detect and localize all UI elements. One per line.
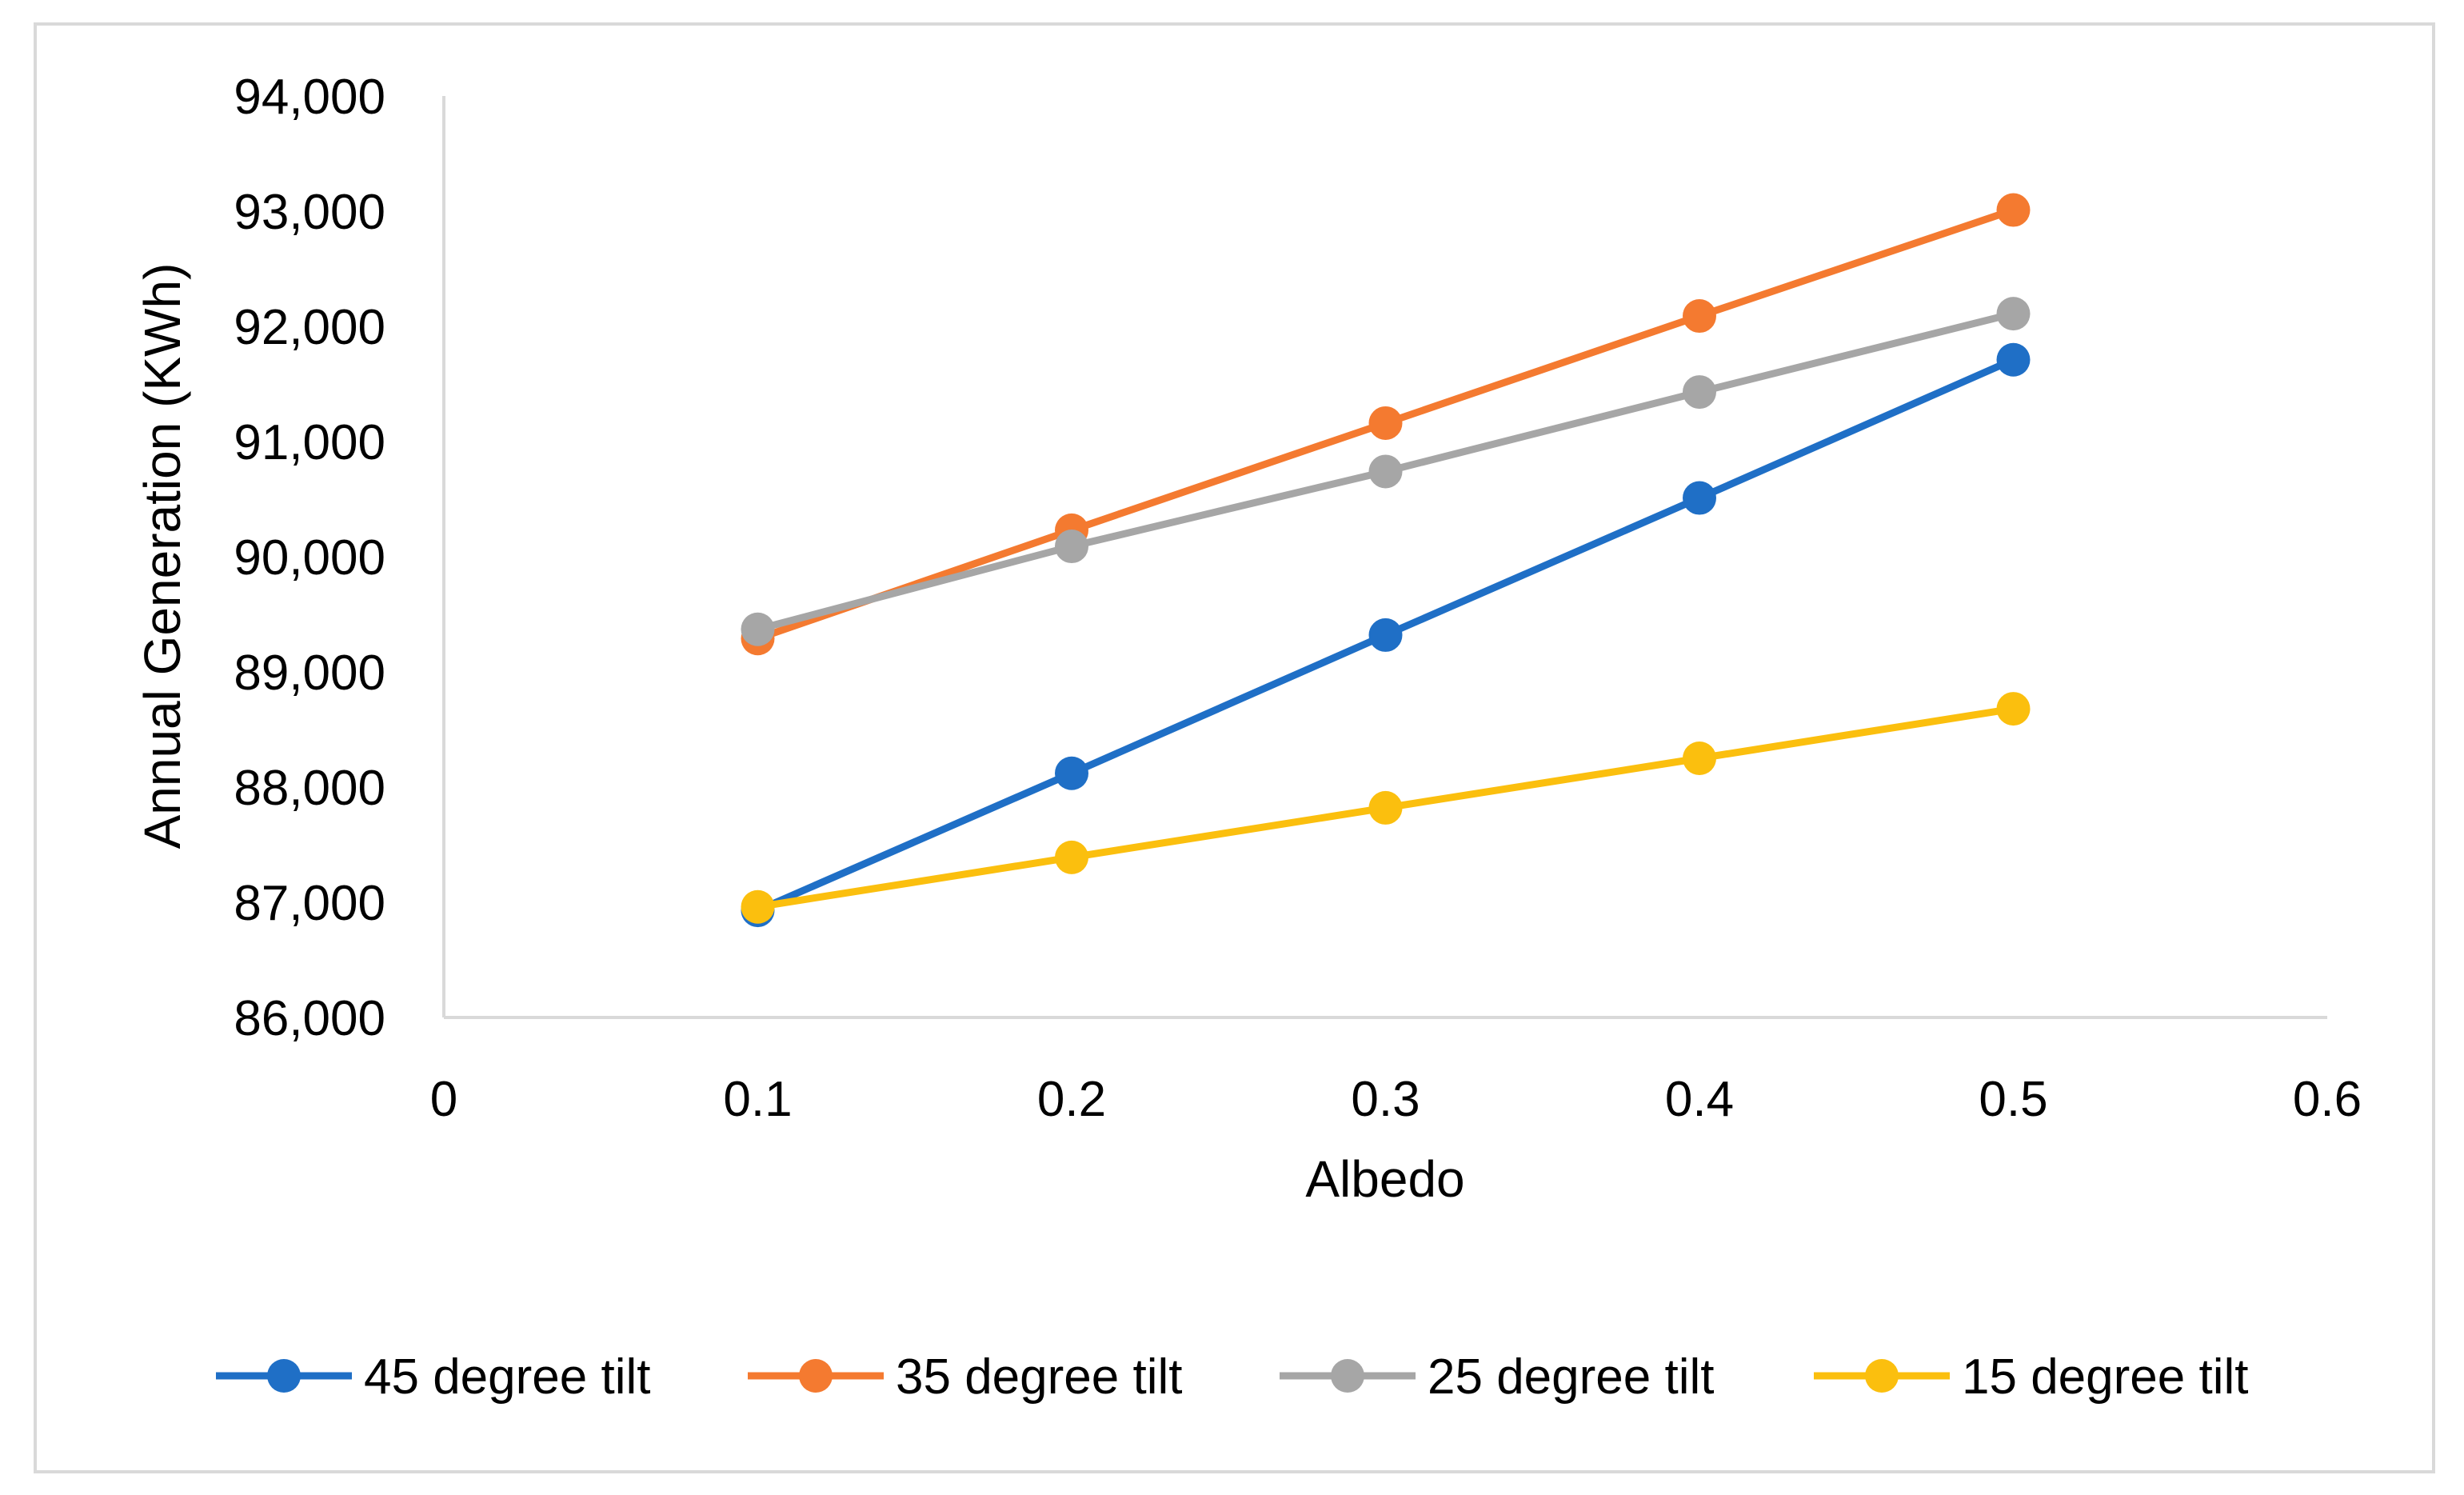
y-tick-label: 94,000 <box>234 70 385 125</box>
legend-item-35-degree-tilt: 35 degree tilt <box>748 1349 1182 1405</box>
y-tick-label: 92,000 <box>234 300 385 355</box>
legend-label-15-degree-tilt: 15 degree tilt <box>1962 1349 2248 1405</box>
data-point-25-degree-tilt <box>741 612 775 646</box>
x-tick-label: 0.3 <box>1351 1072 1420 1127</box>
y-tick-label: 91,000 <box>234 415 385 470</box>
legend-marker-35-degree-tilt <box>799 1359 833 1393</box>
data-point-25-degree-tilt <box>1055 530 1088 564</box>
data-point-45-degree-tilt <box>1996 342 2031 377</box>
legend-label-25-degree-tilt: 25 degree tilt <box>1428 1349 1714 1405</box>
legend-item-25-degree-tilt: 25 degree tilt <box>1280 1349 1714 1405</box>
data-point-25-degree-tilt <box>1996 297 2031 331</box>
x-tick-label: 0.1 <box>723 1072 792 1127</box>
legend-item-15-degree-tilt: 15 degree tilt <box>1814 1349 2248 1405</box>
x-tick-label: 0.6 <box>2293 1072 2362 1127</box>
x-tick-label: 0.5 <box>1979 1072 2047 1127</box>
legend-marker-15-degree-tilt <box>1865 1359 1899 1393</box>
y-axis-title: Annual Generation (KWh) <box>134 263 191 849</box>
x-tick-label: 0.2 <box>1037 1072 1106 1127</box>
series-25-degree-tilt <box>741 297 2031 646</box>
legend-label-35-degree-tilt: 35 degree tilt <box>896 1349 1182 1405</box>
legend-item-45-degree-tilt: 45 degree tilt <box>216 1349 650 1405</box>
data-point-15-degree-tilt <box>1683 742 1716 775</box>
data-point-35-degree-tilt <box>1683 299 1716 334</box>
data-point-45-degree-tilt <box>1683 481 1716 515</box>
data-point-15-degree-tilt <box>741 889 775 924</box>
legend-marker-25-degree-tilt <box>1331 1359 1364 1393</box>
data-point-25-degree-tilt <box>1683 375 1716 410</box>
data-point-15-degree-tilt <box>1996 692 2031 726</box>
data-point-45-degree-tilt <box>1055 756 1088 790</box>
x-tick-label: 0 <box>430 1072 457 1127</box>
data-point-15-degree-tilt <box>1055 840 1088 874</box>
data-point-25-degree-tilt <box>1368 454 1403 489</box>
data-point-15-degree-tilt <box>1368 790 1403 825</box>
y-tick-label: 93,000 <box>234 185 385 240</box>
legend-label-45-degree-tilt: 45 degree tilt <box>364 1349 650 1405</box>
y-tick-label: 87,000 <box>234 876 385 931</box>
y-tick-label: 88,000 <box>234 761 385 816</box>
x-axis-title: Albedo <box>1305 1150 1464 1208</box>
legend-marker-45-degree-tilt <box>267 1359 301 1393</box>
data-point-35-degree-tilt <box>1368 406 1403 440</box>
series-15-degree-tilt <box>741 692 2031 924</box>
legend: 45 degree tilt 35 degree tilt 25 degree ti… <box>216 1349 2248 1405</box>
x-tick-label: 0.4 <box>1665 1072 1734 1127</box>
y-tick-label: 89,000 <box>234 646 385 701</box>
y-tick-label: 90,000 <box>234 530 385 586</box>
data-point-35-degree-tilt <box>1996 193 2031 227</box>
y-tick-label: 86,000 <box>234 991 385 1046</box>
chart-frame <box>34 22 2435 1473</box>
data-point-45-degree-tilt <box>1368 618 1403 652</box>
